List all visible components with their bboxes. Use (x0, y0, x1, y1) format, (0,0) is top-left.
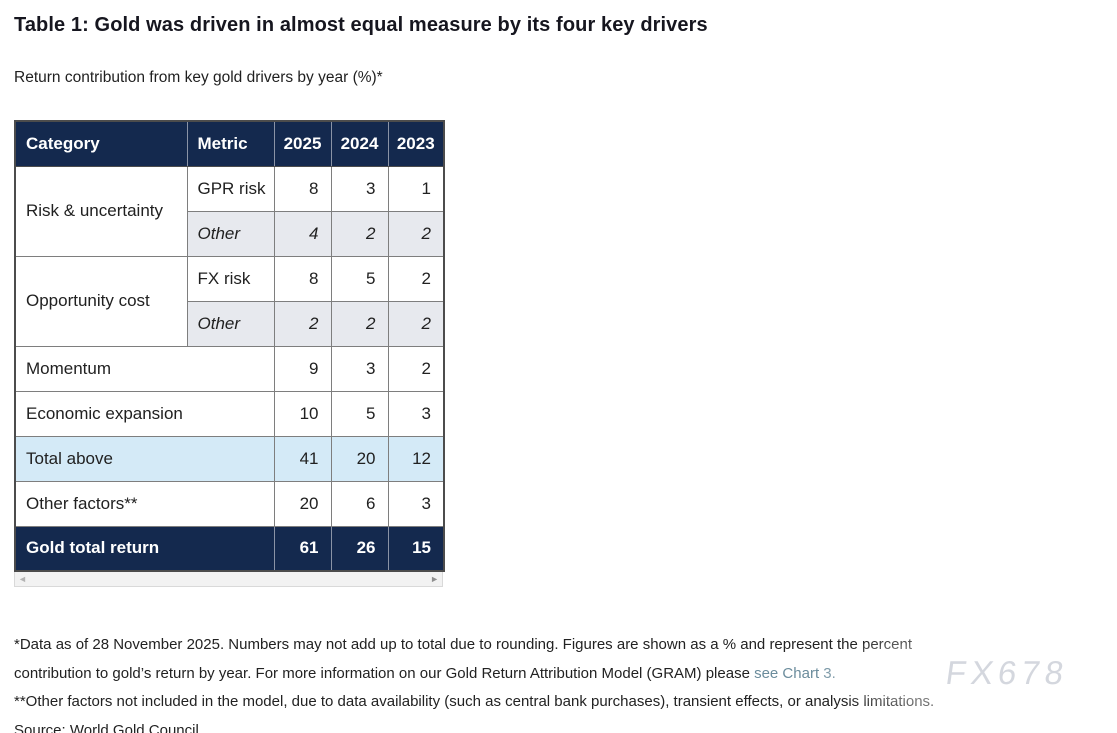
header-category: Category (14, 120, 188, 167)
cell-value-2024: 26 (330, 525, 389, 572)
gold-drivers-table: Category Metric 2025 2024 2023 Risk & un… (14, 120, 445, 572)
cell-value-2024: 5 (330, 255, 389, 302)
source-line: Source: World Gold Council (14, 721, 199, 733)
scroll-left-icon[interactable]: ◄ (18, 573, 27, 584)
page-title: Table 1: Gold was driven in almost equal… (14, 14, 708, 36)
cell-value-2025: 20 (273, 480, 332, 527)
cell-value-2025: 10 (273, 390, 332, 437)
cell-value-2025: 9 (273, 345, 332, 392)
table-row: Other 4 2 2 (15, 210, 445, 257)
cell-value-2023: 2 (387, 345, 445, 392)
cell-value-2023: 3 (387, 480, 445, 527)
cell-category: Other factors** (14, 480, 275, 527)
cell-value-2023: 2 (387, 300, 445, 347)
page-subtitle: Return contribution from key gold driver… (14, 69, 383, 86)
cell-value-2023: 2 (387, 255, 445, 302)
cell-metric: Other (186, 300, 275, 347)
cell-value-2025: 41 (273, 435, 332, 482)
table-row: Risk & uncertainty GPR risk 8 3 1 (14, 165, 445, 257)
cell-metric: FX risk (186, 255, 275, 302)
cell-category: Momentum (14, 345, 275, 392)
footnote-data-asof: *Data as of 28 November 2025. Numbers ma… (14, 636, 913, 653)
cell-value-2024: 20 (330, 435, 389, 482)
cell-metric: Other (186, 210, 275, 257)
cell-category: Economic expansion (14, 390, 275, 437)
footnote-contribution: contribution to gold’s return by year. F… (14, 660, 1106, 689)
footnotes: *Data as of 28 November 2025. Numbers ma… (14, 631, 1106, 733)
cell-value-2024: 2 (330, 300, 389, 347)
cell-value-2025: 2 (273, 300, 332, 347)
header-metric: Metric (186, 120, 275, 167)
cell-value-2025: 4 (273, 210, 332, 257)
horizontal-scrollbar[interactable]: ◄ ► (14, 572, 443, 587)
cell-category: Total above (14, 435, 275, 482)
table-row: Momentum 9 3 2 (14, 345, 445, 392)
cell-value-2024: 3 (330, 345, 389, 392)
table-row: Economic expansion 10 5 3 (14, 390, 445, 437)
cell-category: Opportunity cost (14, 255, 188, 347)
cell-value-2025: 8 (273, 255, 332, 302)
cell-value-2024: 2 (330, 210, 389, 257)
table-body: Risk & uncertainty GPR risk 8 3 1 Other … (14, 165, 445, 572)
cell-value-2025: 8 (273, 165, 332, 212)
table-row-grand-total: Gold total return 61 26 15 (14, 525, 445, 572)
header-2024: 2024 (330, 120, 389, 167)
cell-value-2023: 1 (387, 165, 445, 212)
scroll-right-icon[interactable]: ► (430, 573, 439, 584)
cell-value-2025: 61 (273, 525, 332, 572)
table-row: Opportunity cost FX risk 8 5 2 (14, 255, 445, 347)
chart-3-link[interactable]: see Chart 3. (754, 664, 836, 682)
cell-value-2024: 6 (330, 480, 389, 527)
table-row-total-above: Total above 41 20 12 (14, 435, 445, 482)
cell-value-2023: 12 (387, 435, 445, 482)
cell-value-2023: 3 (387, 390, 445, 437)
cell-category: Risk & uncertainty (14, 165, 188, 257)
table-row: Other factors** 20 6 3 (14, 480, 445, 527)
header-2025: 2025 (273, 120, 332, 167)
header-2023: 2023 (387, 120, 445, 167)
footnote-other-factors: **Other factors not included in the mode… (14, 693, 935, 710)
cell-value-2023: 15 (387, 525, 445, 572)
cell-value-2024: 5 (330, 390, 389, 437)
cell-value-2023: 2 (387, 210, 445, 257)
cell-category: Gold total return (14, 525, 275, 572)
cell-metric: GPR risk (186, 165, 275, 212)
table-header-row: Category Metric 2025 2024 2023 (14, 120, 445, 167)
cell-value-2024: 3 (330, 165, 389, 212)
table-header: Category Metric 2025 2024 2023 (14, 120, 445, 167)
footnote-contribution-text: contribution to gold’s return by year. F… (14, 664, 755, 682)
